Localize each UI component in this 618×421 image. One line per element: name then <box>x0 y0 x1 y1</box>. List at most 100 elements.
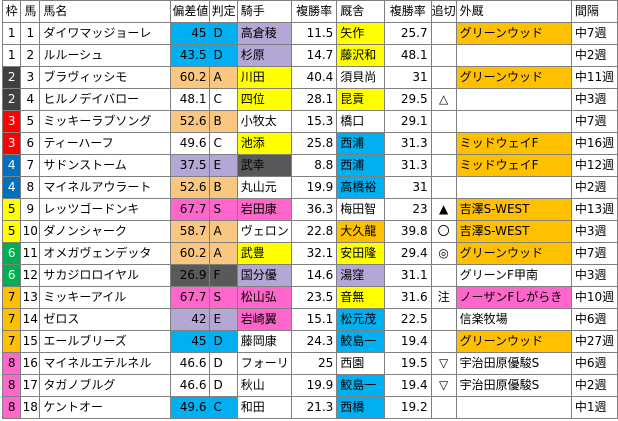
stable-rate-cell: 39.8 <box>383 220 432 243</box>
jockey-cell: 杉原 <box>236 44 293 67</box>
horse-number-cell: 7 <box>20 154 41 177</box>
interval-cell: 中7週 <box>570 22 618 45</box>
horse-name-cell: オメガヴェンデッタ <box>39 242 172 265</box>
jockey-rate-cell: 28.1 <box>290 88 338 111</box>
jockey-rate-cell: 32.1 <box>290 242 338 265</box>
jockey-rate-cell: 14.7 <box>290 44 338 67</box>
stable-cell: 大久龍 <box>336 220 385 243</box>
stable-cell: 湯窪 <box>336 264 385 287</box>
oikiri-cell <box>430 264 457 287</box>
table-row: 5 10 ダノンシャーク 58.7 A ヴェロン 22.8 大久龍 39.8 〇吉澤S-WEST 中… <box>1 220 618 243</box>
horse-name-cell: マイネルエテルネル <box>39 352 172 375</box>
grade-cell: E <box>209 308 238 331</box>
header-jockey: 騎手 <box>236 0 293 23</box>
jockey-cell: 武豊 <box>236 242 293 265</box>
header-grade: 判定 <box>209 0 238 23</box>
interval-cell: 中2週 <box>570 44 618 67</box>
stable-cell: 鮫島一 <box>336 330 385 353</box>
horse-number-cell: 5 <box>20 110 41 133</box>
horse-number-cell: 8 <box>20 176 41 199</box>
waku-cell: 2 <box>1 88 22 111</box>
horse-name-cell: ティーハーフ <box>39 132 172 155</box>
header-interval: 間隔 <box>570 0 618 23</box>
oikiri-cell: △ <box>430 88 457 111</box>
table-row: 7 14 ゼロス 42 E 岩崎翼 15.1 松元茂 22.5 信楽牧場 中6週 <box>1 308 618 331</box>
header-oikiri: 追切 <box>430 0 457 23</box>
horse-number-cell: 13 <box>20 286 41 309</box>
jockey-rate-cell: 11.5 <box>290 22 338 45</box>
farm-cell <box>455 44 572 67</box>
horse-number-cell: 12 <box>20 264 41 287</box>
jockey-rate-cell: 25.8 <box>290 132 338 155</box>
interval-cell: 中3週 <box>570 88 618 111</box>
deviation-cell: 46.6 <box>170 352 211 375</box>
jockey-cell: 川田 <box>236 66 293 89</box>
stable-cell: 松元茂 <box>336 308 385 331</box>
stable-cell: 矢作 <box>336 22 385 45</box>
header-uma: 馬 <box>20 0 41 23</box>
jockey-cell: 岩田康 <box>236 198 293 221</box>
stable-cell: 西橋 <box>336 396 385 419</box>
jockey-cell: 藤岡康 <box>236 330 293 353</box>
horse-name-cell: マイネルアウラート <box>39 176 172 199</box>
jockey-rate-cell: 14.6 <box>290 264 338 287</box>
stable-rate-cell: 23 <box>383 198 432 221</box>
table-row: 8 18 ケントオー 49.6 C 和田 21.3 西橋 19.2 中1週 <box>1 396 618 419</box>
jockey-cell: 秋山 <box>236 374 293 397</box>
jockey-rate-cell: 36.3 <box>290 198 338 221</box>
oikiri-cell <box>430 308 457 331</box>
horse-number-cell: 11 <box>20 242 41 265</box>
oikiri-cell: ▽ <box>430 374 457 397</box>
oikiri-cell <box>430 154 457 177</box>
deviation-cell: 60.2 <box>170 242 211 265</box>
grade-cell: C <box>209 88 238 111</box>
waku-cell: 4 <box>1 176 22 199</box>
jockey-rate-cell: 40.4 <box>290 66 338 89</box>
horse-number-cell: 4 <box>20 88 41 111</box>
oikiri-cell: ▲ <box>430 198 457 221</box>
stable-rate-cell: 31.3 <box>383 132 432 155</box>
waku-cell: 7 <box>1 330 22 353</box>
table-row: 4 8 マイネルアウラート 52.6 B 丸山元 19.9 高橋裕 31 中2週 <box>1 176 618 199</box>
grade-cell: C <box>209 132 238 155</box>
stable-cell: 安田隆 <box>336 242 385 265</box>
jockey-rate-cell: 8.8 <box>290 154 338 177</box>
stable-cell: 橋口 <box>336 110 385 133</box>
waku-cell: 6 <box>1 264 22 287</box>
stable-rate-cell: 31.1 <box>383 264 432 287</box>
table-row: 8 16 マイネルエテルネル 46.6 D フォーリ 25 西園 19.5 ▽ 宇治田原優駿S 中6週 <box>1 352 618 375</box>
header-srate: 複勝率 <box>383 0 432 23</box>
jockey-rate-cell: 23.5 <box>290 286 338 309</box>
table-body: 1 1 ダイワマッジョーレ 45 D 高倉稜 11.5 矢作 25.7 グリーンウッド 中7週 1 2 ル… <box>1 22 618 419</box>
grade-cell: D <box>209 44 238 67</box>
deviation-cell: 45 <box>170 330 211 353</box>
grade-cell: A <box>209 220 238 243</box>
interval-cell: 中1週 <box>570 396 618 419</box>
jockey-rate-cell: 15.3 <box>290 110 338 133</box>
stable-rate-cell: 29.5 <box>383 88 432 111</box>
stable-rate-cell: 19.2 <box>383 396 432 419</box>
grade-cell: D <box>209 22 238 45</box>
stable-rate-cell: 29.4 <box>383 242 432 265</box>
deviation-cell: 43.5 <box>170 44 211 67</box>
deviation-cell: 48.1 <box>170 88 211 111</box>
deviation-cell: 49.6 <box>170 132 211 155</box>
farm-cell: グリーンウッド <box>455 330 572 353</box>
jockey-cell: 和田 <box>236 396 293 419</box>
deviation-cell: 60.2 <box>170 66 211 89</box>
stable-cell: 須貝尚 <box>336 66 385 89</box>
table-row: 6 12 サカジロロイヤル 26.9 F 国分優 14.6 湯窪 31.1 グリーンF甲南 中3週 <box>1 264 618 287</box>
oikiri-cell <box>430 396 457 419</box>
interval-cell: 中11週 <box>570 66 618 89</box>
horse-name-cell: ミッキーラブソング <box>39 110 172 133</box>
jockey-rate-cell: 15.1 <box>290 308 338 331</box>
table-row: 8 17 タガノブルグ 46.6 D 秋山 19.9 鮫島一 19.4 ▽ 宇治田原優駿S 中2週 <box>1 374 618 397</box>
horse-name-cell: サカジロロイヤル <box>39 264 172 287</box>
jockey-cell: ヴェロン <box>236 220 293 243</box>
waku-cell: 6 <box>1 242 22 265</box>
horse-number-cell: 2 <box>20 44 41 67</box>
table-row: 2 3 ブラヴィッシモ 60.2 A 川田 40.4 須貝尚 31 グリーンウッド 中11週 <box>1 66 618 89</box>
deviation-cell: 45 <box>170 22 211 45</box>
deviation-cell: 42 <box>170 308 211 331</box>
